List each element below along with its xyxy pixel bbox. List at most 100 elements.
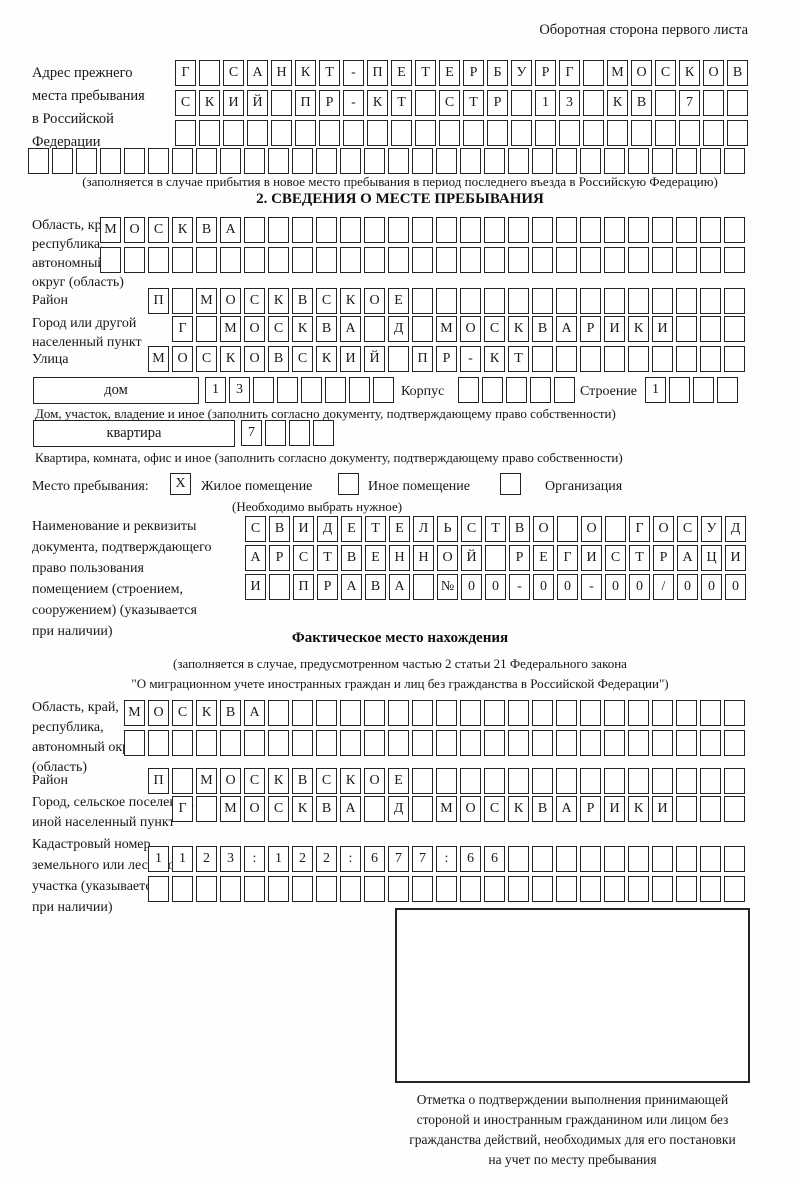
cell-cadastral-line1-24[interactable] xyxy=(700,846,721,872)
cell-city-12[interactable]: М xyxy=(436,316,457,342)
cell-prev-address-line2-3[interactable]: И xyxy=(223,90,244,116)
cell-actual-district-25[interactable] xyxy=(724,768,745,794)
cell-actual-city-24[interactable] xyxy=(724,796,745,822)
cell-cadastral-line2-19[interactable] xyxy=(580,876,601,902)
cell-actual-city-21[interactable]: И xyxy=(652,796,673,822)
cell-actual-region-line1-1[interactable]: М xyxy=(124,700,145,726)
cell-street-12[interactable]: П xyxy=(412,346,433,372)
cell-actual-district-6[interactable]: К xyxy=(268,768,289,794)
cell-flat-number-1[interactable]: 7 xyxy=(241,420,262,446)
cell-street-17[interactable] xyxy=(532,346,553,372)
cell-document-line3-14[interactable]: 0 xyxy=(557,574,578,600)
cell-city-10[interactable]: Д xyxy=(388,316,409,342)
cell-district-2[interactable] xyxy=(172,288,193,314)
cell-actual-region-line2-18[interactable] xyxy=(532,730,553,756)
cell-prev-address-line2-14[interactable]: Р xyxy=(487,90,508,116)
cell-document-line2-3[interactable]: С xyxy=(293,545,314,571)
cell-region-line1-23[interactable] xyxy=(628,217,649,243)
cell-prev-address-line2-7[interactable]: Р xyxy=(319,90,340,116)
cell-document-line1-21[interactable]: Д xyxy=(725,516,746,542)
cell-actual-region-line1-14[interactable] xyxy=(436,700,457,726)
cell-street-21[interactable] xyxy=(628,346,649,372)
cell-city-5[interactable]: С xyxy=(268,316,289,342)
cell-region-line1-4[interactable]: К xyxy=(172,217,193,243)
cell-actual-region-line2-15[interactable] xyxy=(460,730,481,756)
cell-district-14[interactable] xyxy=(460,288,481,314)
cell-region-line2-8[interactable] xyxy=(268,247,289,273)
cell-region-line2-13[interactable] xyxy=(388,247,409,273)
cell-city-7[interactable]: В xyxy=(316,316,337,342)
cell-document-line1-20[interactable]: У xyxy=(701,516,722,542)
cell-city-8[interactable]: А xyxy=(340,316,361,342)
cell-actual-region-line2-13[interactable] xyxy=(412,730,433,756)
cell-actual-city-7[interactable]: В xyxy=(316,796,337,822)
cell-document-line3-16[interactable]: 0 xyxy=(605,574,626,600)
cell-city-9[interactable] xyxy=(364,316,385,342)
cell-actual-district-23[interactable] xyxy=(676,768,697,794)
cell-region-line2-18[interactable] xyxy=(508,247,529,273)
cell-city-17[interactable]: А xyxy=(556,316,577,342)
cell-actual-region-line2-14[interactable] xyxy=(436,730,457,756)
cell-document-line1-10[interactable]: С xyxy=(461,516,482,542)
cell-cadastral-line1-16[interactable] xyxy=(508,846,529,872)
cell-prev-address-line1-23[interactable]: О xyxy=(703,60,724,86)
cell-region-line1-13[interactable] xyxy=(388,217,409,243)
cell-actual-region-line1-12[interactable] xyxy=(388,700,409,726)
cell-cadastral-line2-6[interactable] xyxy=(268,876,289,902)
cell-region-line2-26[interactable] xyxy=(700,247,721,273)
cell-prev-address-line4-17[interactable] xyxy=(412,148,433,174)
cell-prev-address-line2-4[interactable]: Й xyxy=(247,90,268,116)
cell-document-line3-13[interactable]: 0 xyxy=(533,574,554,600)
cell-region-line1-12[interactable] xyxy=(364,217,385,243)
cell-prev-address-line4-25[interactable] xyxy=(604,148,625,174)
cell-document-line3-8[interactable] xyxy=(413,574,434,600)
cell-prev-address-line2-18[interactable] xyxy=(583,90,604,116)
cell-actual-region-line1-13[interactable] xyxy=(412,700,433,726)
cell-document-line2-16[interactable]: С xyxy=(605,545,626,571)
cell-prev-address-line4-5[interactable] xyxy=(124,148,145,174)
cell-prev-address-line4-9[interactable] xyxy=(220,148,241,174)
cell-street-19[interactable] xyxy=(580,346,601,372)
cell-street-18[interactable] xyxy=(556,346,577,372)
cell-street-8[interactable]: К xyxy=(316,346,337,372)
cell-city-20[interactable]: К xyxy=(628,316,649,342)
cell-document-line2-5[interactable]: В xyxy=(341,545,362,571)
cell-district-22[interactable] xyxy=(652,288,673,314)
cell-actual-city-3[interactable]: М xyxy=(220,796,241,822)
cell-actual-city-20[interactable]: К xyxy=(628,796,649,822)
cell-cadastral-line1-18[interactable] xyxy=(556,846,577,872)
cell-actual-city-17[interactable]: А xyxy=(556,796,577,822)
cell-actual-city-8[interactable]: А xyxy=(340,796,361,822)
cell-document-line2-6[interactable]: Е xyxy=(365,545,386,571)
cell-prev-address-line1-10[interactable]: Е xyxy=(391,60,412,86)
cell-region-line1-3[interactable]: С xyxy=(148,217,169,243)
cell-prev-address-line3-9[interactable] xyxy=(367,120,388,146)
cell-house-number-4[interactable] xyxy=(277,377,298,403)
cell-actual-district-8[interactable]: С xyxy=(316,768,337,794)
cell-district-11[interactable]: Е xyxy=(388,288,409,314)
cell-region-line2-12[interactable] xyxy=(364,247,385,273)
cell-prev-address-line3-17[interactable] xyxy=(559,120,580,146)
cell-cadastral-line2-23[interactable] xyxy=(676,876,697,902)
cell-cadastral-line2-2[interactable] xyxy=(172,876,193,902)
cell-actual-region-line1-3[interactable]: С xyxy=(172,700,193,726)
cell-document-line3-12[interactable]: - xyxy=(509,574,530,600)
cell-street-5[interactable]: О xyxy=(244,346,265,372)
cell-district-15[interactable] xyxy=(484,288,505,314)
cell-actual-region-line1-5[interactable]: В xyxy=(220,700,241,726)
cell-region-line2-9[interactable] xyxy=(292,247,313,273)
cell-prev-address-line1-5[interactable]: Н xyxy=(271,60,292,86)
cell-actual-region-line2-21[interactable] xyxy=(604,730,625,756)
cell-city-16[interactable]: В xyxy=(532,316,553,342)
cell-actual-region-line1-6[interactable]: А xyxy=(244,700,265,726)
cell-prev-address-line4-21[interactable] xyxy=(508,148,529,174)
cell-city-4[interactable]: О xyxy=(244,316,265,342)
cell-region-line2-15[interactable] xyxy=(436,247,457,273)
cell-actual-region-line1-24[interactable] xyxy=(676,700,697,726)
cell-prev-address-line1-6[interactable]: К xyxy=(295,60,316,86)
cell-cadastral-line1-9[interactable]: : xyxy=(340,846,361,872)
cell-prev-address-line4-14[interactable] xyxy=(340,148,361,174)
cell-district-18[interactable] xyxy=(556,288,577,314)
cell-region-line1-20[interactable] xyxy=(556,217,577,243)
cell-document-line3-9[interactable]: № xyxy=(437,574,458,600)
